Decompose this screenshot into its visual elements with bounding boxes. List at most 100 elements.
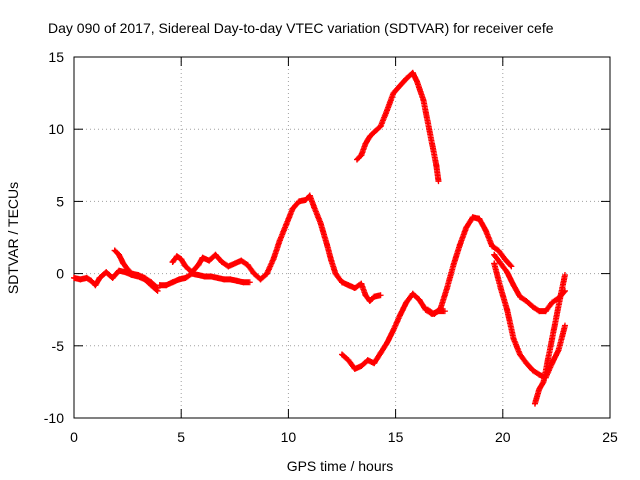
series-arc-4 [169, 192, 384, 305]
data-point [111, 247, 118, 254]
data-point [377, 292, 384, 299]
data-point [339, 279, 345, 286]
series-arc-6 [354, 69, 442, 185]
data-point [199, 254, 206, 261]
data-point [188, 269, 195, 276]
data-point [233, 277, 240, 284]
data-point [339, 351, 345, 358]
x-tick-label: 25 [602, 429, 618, 445]
data-point [437, 305, 444, 312]
data-point [358, 152, 365, 159]
data-point [555, 347, 562, 354]
data-point [71, 274, 77, 281]
data-point [403, 299, 410, 306]
data-point [354, 156, 361, 163]
data-point [96, 274, 103, 281]
data-point [409, 69, 416, 76]
x-tick-label: 15 [388, 429, 404, 445]
data-point [444, 285, 451, 292]
data-point [371, 360, 378, 367]
chart-title: Day 090 of 2017, Sidereal Day-to-day VTE… [48, 20, 554, 36]
data-point [311, 204, 318, 211]
data-point [238, 257, 245, 264]
data-point [182, 263, 189, 270]
data-point [371, 293, 378, 300]
data-point [435, 178, 442, 185]
data-point [469, 214, 476, 221]
data-point [103, 269, 110, 276]
y-axis-ticks: -10 -5 0 5 10 15 [44, 49, 610, 426]
series-arc-7 [424, 214, 515, 318]
data-point [345, 282, 352, 289]
data-point [377, 123, 384, 130]
y-tick-label: 15 [48, 49, 64, 65]
data-point [536, 371, 543, 378]
data-point [225, 263, 232, 270]
data-point [523, 360, 530, 367]
data-point [384, 339, 391, 346]
data-point [156, 282, 163, 289]
data-point [148, 279, 155, 286]
data-point [536, 308, 543, 315]
data-point [508, 263, 515, 270]
data-point [141, 274, 148, 281]
data-point [542, 308, 549, 315]
data-point [531, 400, 538, 407]
data-point [482, 227, 489, 234]
data-point [251, 270, 258, 277]
y-axis-label: SDTVAR / TECUs [5, 182, 21, 294]
data-point [208, 273, 215, 280]
data-point [92, 282, 99, 289]
data-point [384, 107, 391, 114]
data-point [501, 256, 508, 263]
data-point [420, 97, 427, 104]
x-tick-label: 0 [70, 429, 78, 445]
data-point [396, 82, 403, 89]
data-point [128, 270, 135, 277]
data-point [214, 274, 221, 281]
data-point [390, 90, 397, 97]
data-point [491, 251, 498, 258]
data-point [163, 282, 170, 289]
data-point [424, 118, 431, 125]
series-arc-5 [339, 290, 448, 372]
data-point [173, 253, 180, 260]
series-arc-9 [491, 260, 568, 381]
data-point [371, 129, 378, 136]
data-point [516, 293, 523, 300]
data-point [390, 326, 397, 333]
data-point [218, 259, 225, 266]
data-point [270, 256, 277, 263]
data-marks [71, 69, 568, 407]
data-point [351, 285, 358, 292]
series-trail [339, 290, 447, 372]
data-point [476, 215, 483, 222]
data-point [328, 257, 335, 264]
data-point [561, 322, 568, 329]
data-point [88, 277, 95, 284]
data-point [109, 274, 116, 281]
data-point [231, 260, 238, 267]
data-point [409, 290, 416, 297]
data-point [358, 280, 365, 287]
data-point [169, 259, 176, 266]
data-point [176, 276, 183, 283]
y-tick-label: 0 [56, 266, 64, 282]
data-point [169, 279, 176, 286]
data-point [227, 276, 234, 283]
grid [74, 57, 610, 418]
data-point [358, 363, 365, 370]
data-point [497, 285, 504, 292]
data-point [246, 279, 253, 286]
data-point [549, 299, 556, 306]
data-point [332, 270, 339, 277]
data-point [429, 140, 436, 147]
y-tick-label: -5 [52, 338, 65, 354]
series-trail [169, 192, 383, 304]
data-point [306, 192, 313, 199]
data-point [510, 335, 517, 342]
data-point [366, 133, 373, 140]
y-tick-label: 10 [48, 121, 64, 137]
data-point [77, 276, 84, 283]
data-point [364, 357, 371, 364]
